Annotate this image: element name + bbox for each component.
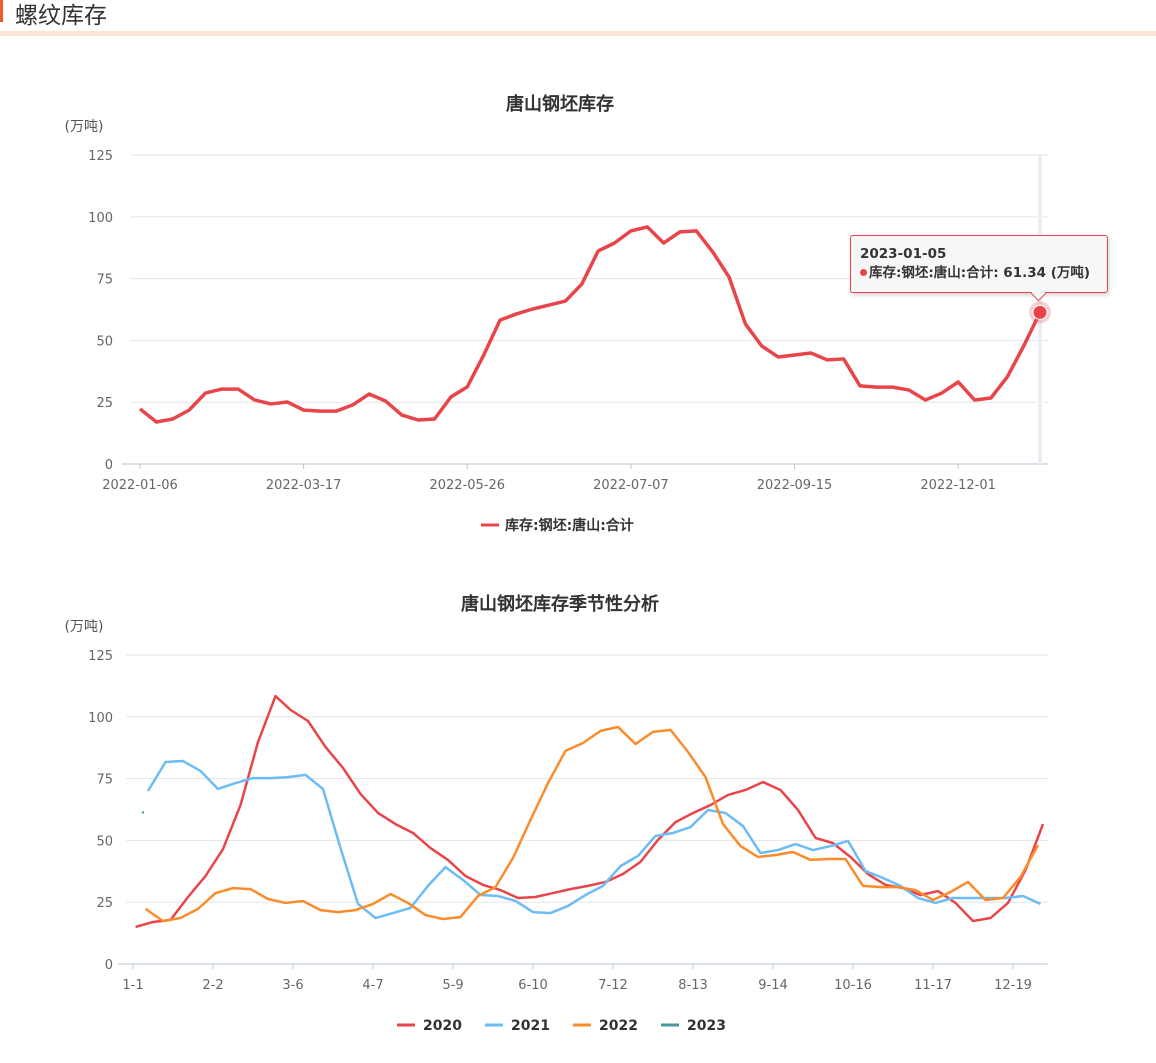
- x-tick-label: 1-1: [122, 978, 143, 993]
- x-tick-label: 2022-05-26: [429, 478, 505, 493]
- tooltip-date: 2023-01-05: [860, 246, 947, 262]
- chart-tooltip: 2023-01-05 库存:钢坯:唐山:合计: 61.34 (万吨): [850, 235, 1108, 302]
- legend-label-2021: 2021: [511, 1018, 550, 1034]
- x-tick-label: 2022-09-15: [757, 478, 833, 493]
- y-tick-label: 50: [96, 834, 113, 849]
- tooltip-row: 库存:钢坯:唐山:合计: 61.34 (万吨): [860, 264, 1107, 283]
- x-tick-label: 4-7: [362, 978, 383, 993]
- series-point-2023: [141, 811, 145, 814]
- series-line-2021: [146, 759, 1042, 920]
- tooltip-value: 库存:钢坯:唐山:合计: 61.34 (万吨): [869, 265, 1091, 281]
- x-tick-label: 10-16: [834, 978, 872, 993]
- y-tick-label: 25: [96, 896, 113, 911]
- y-tick-label: 125: [88, 649, 113, 664]
- x-tick-label: 2-2: [202, 978, 223, 993]
- legend-label-2022: 2022: [599, 1018, 638, 1034]
- section-accent-bar: [0, 0, 3, 22]
- series-line-inventory: [138, 225, 1042, 424]
- x-tick-label: 2022-07-07: [593, 478, 669, 493]
- y-tick-label: 75: [96, 273, 113, 288]
- y-axis-unit: (万吨): [65, 619, 104, 635]
- y-tick-label: 100: [88, 211, 113, 226]
- y-tick-label: 0: [105, 958, 113, 973]
- legend-label: 库存:钢坯:唐山:合计: [505, 517, 634, 534]
- section-header: 螺纹库存: [0, 0, 1156, 36]
- y-axis-unit: (万吨): [65, 119, 104, 135]
- chart-title: 唐山钢坯库存: [506, 93, 614, 115]
- x-tick-label: 3-6: [282, 978, 303, 993]
- series-line-2022: [144, 725, 1040, 923]
- y-tick-label: 75: [96, 773, 113, 788]
- legend-label-2020: 2020: [423, 1018, 462, 1034]
- y-tick-label: 125: [88, 149, 113, 164]
- highlight-point: [1032, 304, 1048, 320]
- x-tick-label: 2022-03-17: [266, 478, 342, 493]
- x-tick-label: 8-13: [678, 978, 708, 993]
- x-tick-label: 2022-12-01: [920, 478, 996, 493]
- chart-title: 唐山钢坯库存季节性分析: [461, 593, 659, 615]
- x-tick-label: 9-14: [758, 978, 788, 993]
- y-tick-label: 50: [96, 334, 113, 349]
- section-divider: [0, 31, 1156, 36]
- series-dot-icon: [860, 269, 867, 276]
- y-tick-label: 100: [88, 711, 113, 726]
- x-tick-label: 5-9: [442, 978, 463, 993]
- x-tick-label: 7-12: [598, 978, 628, 993]
- section-title: 螺纹库存: [15, 3, 107, 29]
- legend-label-2023: 2023: [687, 1018, 726, 1034]
- y-tick-label: 0: [105, 458, 113, 473]
- y-tick-label: 25: [96, 396, 113, 411]
- x-tick-label: 12-19: [994, 978, 1032, 993]
- x-tick-label: 6-10: [518, 978, 548, 993]
- x-tick-label: 2022-01-06: [102, 478, 178, 493]
- x-tick-label: 11-17: [914, 978, 952, 993]
